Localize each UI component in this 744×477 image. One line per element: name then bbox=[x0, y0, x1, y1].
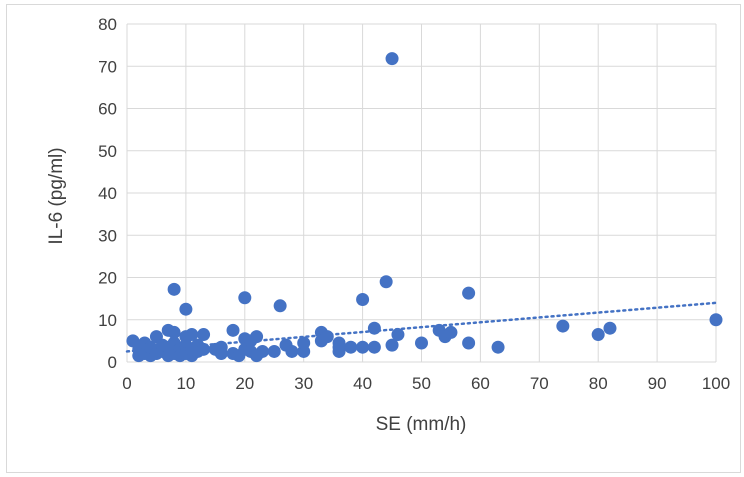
data-point bbox=[197, 328, 211, 342]
y-tick-label: 10 bbox=[98, 311, 117, 330]
x-tick-labels: 0 10 20 30 40 50 60 70 80 90 100 bbox=[122, 374, 730, 393]
data-point bbox=[320, 330, 334, 344]
x-tick-label: 20 bbox=[235, 374, 254, 393]
y-tick-label: 80 bbox=[98, 15, 117, 34]
x-tick-label: 10 bbox=[176, 374, 195, 393]
data-point bbox=[391, 328, 405, 342]
data-point bbox=[250, 330, 264, 344]
data-points bbox=[126, 52, 723, 363]
data-point bbox=[238, 291, 252, 305]
data-point bbox=[197, 342, 211, 356]
data-point bbox=[255, 344, 269, 358]
y-axis-title: IL-6 (pg/ml) bbox=[46, 147, 67, 244]
x-tick-label: 90 bbox=[648, 374, 667, 393]
data-point bbox=[167, 325, 181, 339]
grid-lines bbox=[126, 23, 717, 363]
data-point bbox=[591, 328, 605, 342]
data-point bbox=[379, 275, 393, 289]
x-axis-title: SE (mm/h) bbox=[376, 414, 467, 435]
y-tick-label: 70 bbox=[98, 57, 117, 76]
y-tick-label: 60 bbox=[98, 100, 117, 119]
data-point bbox=[462, 286, 476, 300]
chart-frame bbox=[6, 4, 741, 473]
data-point bbox=[185, 328, 199, 342]
data-point bbox=[385, 52, 399, 66]
x-tick-label: 30 bbox=[294, 374, 313, 393]
y-tick-label: 20 bbox=[98, 269, 117, 288]
data-point bbox=[297, 336, 311, 350]
data-point bbox=[491, 340, 505, 354]
x-tick-label: 80 bbox=[589, 374, 608, 393]
data-point bbox=[367, 321, 381, 335]
data-point bbox=[556, 319, 570, 333]
data-point bbox=[603, 321, 617, 335]
y-tick-label: 50 bbox=[98, 142, 117, 161]
data-point bbox=[385, 338, 399, 352]
data-point bbox=[415, 336, 428, 350]
data-point bbox=[332, 340, 346, 354]
x-tick-label: 100 bbox=[702, 374, 730, 393]
data-point bbox=[356, 340, 370, 354]
x-tick-label: 0 bbox=[122, 374, 131, 393]
data-point bbox=[367, 340, 381, 354]
data-point bbox=[179, 302, 193, 316]
data-point bbox=[444, 325, 458, 339]
data-point bbox=[344, 340, 358, 354]
x-tick-label: 50 bbox=[412, 374, 431, 393]
y-tick-labels: 0 10 20 30 40 50 60 70 80 bbox=[98, 15, 117, 372]
data-point bbox=[462, 336, 476, 350]
data-point bbox=[356, 292, 370, 306]
y-tick-label: 0 bbox=[108, 353, 117, 372]
data-point bbox=[267, 344, 281, 358]
y-tick-label: 30 bbox=[98, 226, 117, 245]
data-point bbox=[226, 323, 240, 337]
y-tick-label: 40 bbox=[98, 184, 117, 203]
x-tick-label: 70 bbox=[530, 374, 549, 393]
data-point bbox=[214, 340, 228, 354]
data-point bbox=[709, 313, 723, 327]
data-point bbox=[273, 299, 287, 313]
data-point bbox=[285, 344, 299, 358]
x-tick-label: 60 bbox=[471, 374, 490, 393]
data-point bbox=[167, 282, 181, 296]
x-tick-label: 40 bbox=[353, 374, 372, 393]
